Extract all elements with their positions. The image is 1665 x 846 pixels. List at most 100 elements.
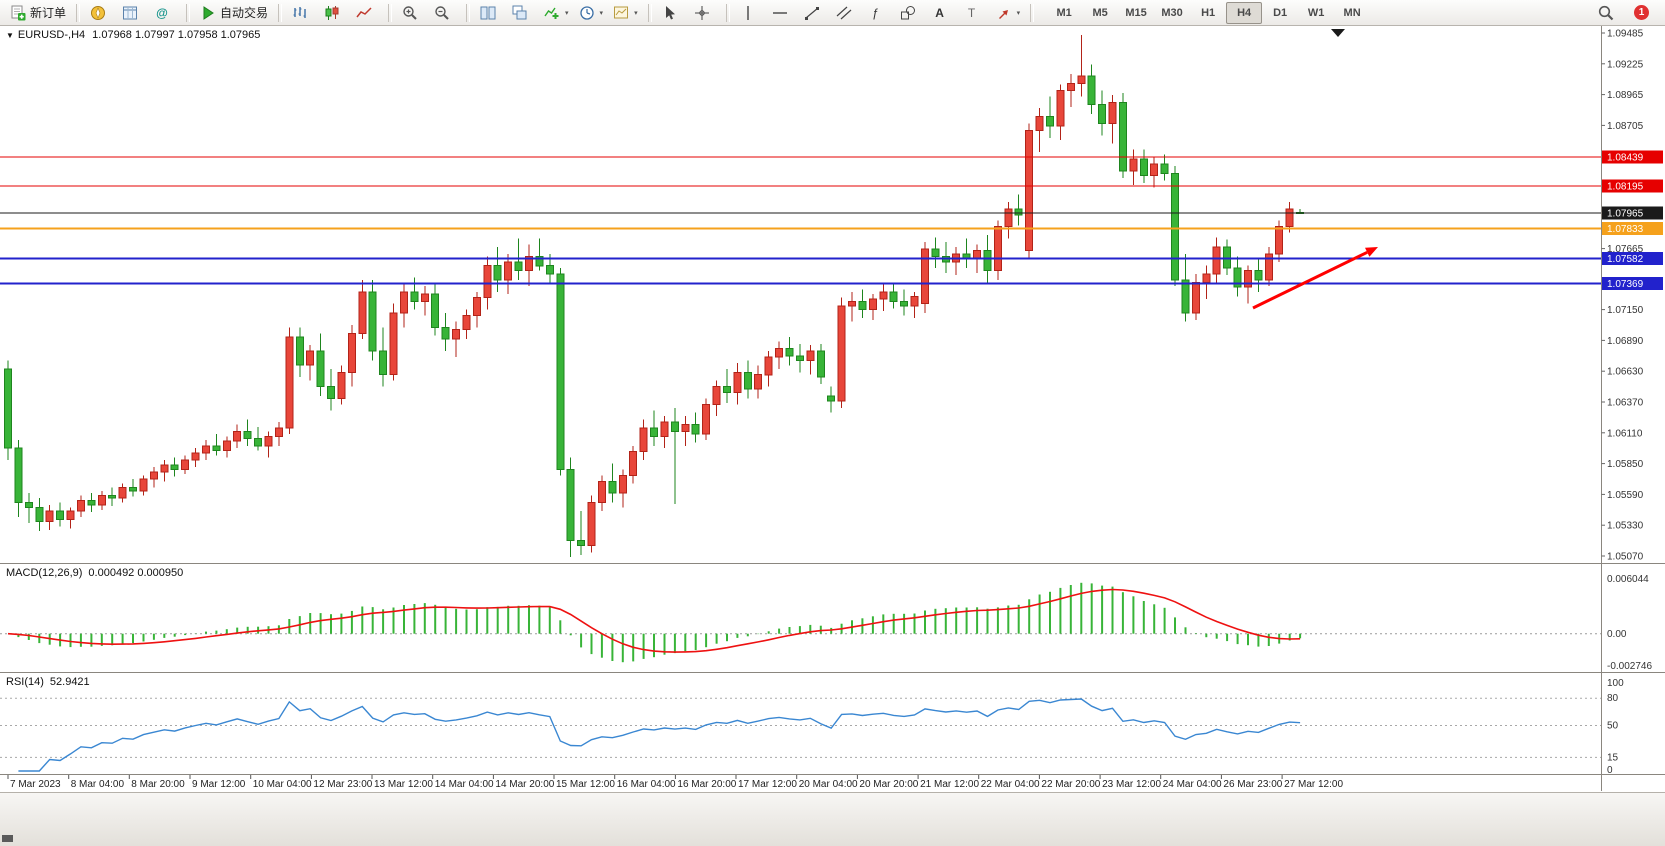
price-tick-label: 1.08965 bbox=[1607, 90, 1644, 101]
candle bbox=[389, 303, 398, 381]
periods-button[interactable]: ▾ bbox=[575, 2, 608, 24]
cascade-windows-button[interactable] bbox=[508, 2, 538, 24]
candle bbox=[670, 407, 679, 504]
candle bbox=[379, 327, 388, 387]
time-tick-label: 23 Mar 12:00 bbox=[1102, 779, 1161, 790]
magnifier-icon bbox=[1598, 5, 1614, 21]
indicators-button[interactable]: ▾ bbox=[540, 2, 573, 24]
price-tick-label: 1.06370 bbox=[1607, 398, 1644, 409]
candle bbox=[400, 282, 408, 328]
candle bbox=[785, 336, 794, 366]
candle bbox=[493, 246, 502, 292]
candle-chart-button[interactable] bbox=[320, 2, 350, 24]
candle bbox=[1150, 156, 1159, 188]
candle bbox=[848, 291, 856, 322]
candle bbox=[233, 424, 242, 449]
fibonacci-button[interactable]: ƒ bbox=[864, 2, 894, 24]
mql-community-button[interactable]: @ bbox=[150, 2, 180, 24]
timeframe-button-w1[interactable]: W1 bbox=[1307, 6, 1325, 19]
text-button[interactable]: A bbox=[928, 2, 958, 24]
chart-shift-marker[interactable] bbox=[1331, 29, 1345, 37]
candle bbox=[910, 291, 919, 318]
candle bbox=[952, 246, 961, 276]
dropdown-caret-icon: ▾ bbox=[599, 9, 604, 17]
text-label-button[interactable]: T bbox=[960, 2, 990, 24]
vertical-line-button[interactable] bbox=[736, 2, 766, 24]
timeframe-button-m30[interactable]: M30 bbox=[1161, 6, 1183, 19]
candle bbox=[1160, 154, 1169, 181]
timeframe-button-d1[interactable]: D1 bbox=[1273, 6, 1288, 19]
candle bbox=[775, 341, 784, 369]
price-badge: 1.07369 bbox=[1602, 277, 1663, 291]
cursor-button[interactable] bbox=[658, 2, 688, 24]
candle bbox=[160, 460, 169, 482]
geometric-shapes-button[interactable] bbox=[896, 2, 926, 24]
metaeditor-button[interactable] bbox=[86, 2, 116, 24]
candle bbox=[327, 368, 335, 411]
rsi-axis-label: 80 bbox=[1607, 693, 1619, 704]
equidistant-channel-button[interactable] bbox=[832, 2, 862, 24]
timeframe-button-m5[interactable]: M5 bbox=[1092, 6, 1108, 19]
timeframe-button-h4[interactable]: H4 bbox=[1226, 1, 1263, 24]
candle bbox=[295, 327, 304, 378]
timeframe-button-h1[interactable]: H1 bbox=[1201, 6, 1216, 19]
candle bbox=[431, 282, 440, 336]
trendline-button[interactable] bbox=[800, 2, 830, 24]
zoom-out-icon bbox=[434, 5, 450, 21]
candle bbox=[66, 507, 75, 529]
search-button[interactable] bbox=[1594, 2, 1624, 24]
price-axis[interactable]: 1.09485 1.09225 1.08965 1.08705 1.07665 1.071… bbox=[1601, 29, 1664, 563]
candle bbox=[597, 475, 606, 511]
time-tick-label: 17 Mar 12:00 bbox=[738, 779, 797, 790]
tile-windows-button[interactable] bbox=[476, 2, 506, 24]
price-tick-label: 1.05590 bbox=[1607, 490, 1644, 501]
time-axis[interactable]: 7 Mar 2023 8 Mar 04:00 8 Mar 20:00 9 Mar 12… bbox=[7, 775, 1343, 790]
timeframe-button-mn[interactable]: MN bbox=[1343, 6, 1361, 19]
label-tool-icon: T bbox=[967, 5, 976, 20]
bar-chart-button[interactable] bbox=[288, 2, 318, 24]
candle bbox=[1118, 92, 1127, 179]
candle bbox=[712, 380, 721, 417]
candle bbox=[1212, 237, 1221, 283]
time-tick-label: 22 Mar 04:00 bbox=[981, 779, 1040, 790]
candle bbox=[1254, 258, 1263, 292]
arrows-button[interactable]: ▾ bbox=[992, 2, 1025, 24]
timeframe-button-m15[interactable]: M15 bbox=[1125, 6, 1147, 19]
zoom-in-button[interactable] bbox=[398, 2, 428, 24]
candle bbox=[452, 321, 461, 357]
chart-canvas[interactable]: 1.09485 1.09225 1.08965 1.08705 1.07665 1.071… bbox=[0, 0, 1665, 792]
templates-button[interactable]: ▾ bbox=[609, 2, 642, 24]
candle bbox=[212, 434, 221, 456]
candle bbox=[264, 431, 273, 458]
candle bbox=[618, 469, 627, 508]
horizontal-line-objects[interactable] bbox=[0, 156, 1601, 285]
line-chart-button[interactable] bbox=[352, 2, 382, 24]
notification-badge[interactable]: 1 bbox=[1634, 5, 1649, 20]
market-watch-button[interactable] bbox=[118, 2, 148, 24]
svg-text:1.07582: 1.07582 bbox=[1607, 254, 1644, 265]
candle bbox=[35, 497, 44, 532]
symbol-collapse-icon[interactable]: ▼ bbox=[6, 31, 14, 40]
time-tick-label: 7 Mar 2023 bbox=[10, 779, 61, 790]
horizontal-line-button[interactable] bbox=[768, 2, 798, 24]
candle bbox=[504, 253, 513, 295]
timeframe-button-m1[interactable]: M1 bbox=[1056, 6, 1072, 19]
zoom-out-button[interactable] bbox=[430, 2, 460, 24]
auto-trading-button[interactable]: 自动交易 bbox=[196, 2, 272, 24]
candle bbox=[1087, 64, 1096, 115]
time-tick-label: 9 Mar 12:00 bbox=[192, 779, 246, 790]
candle bbox=[702, 398, 711, 440]
rsi-indicator: 100 80 50 15 0 bbox=[0, 678, 1624, 776]
candle bbox=[129, 479, 137, 497]
crosshair-button[interactable] bbox=[690, 2, 720, 24]
tile-icon bbox=[480, 5, 496, 21]
trend-arrow-annotation[interactable] bbox=[1252, 247, 1378, 310]
time-tick-label: 20 Mar 20:00 bbox=[859, 779, 918, 790]
price-badge: 1.07965 bbox=[1602, 206, 1663, 220]
time-tick-label: 10 Mar 04:00 bbox=[253, 779, 312, 790]
macd-indicator: 0.006044 0.00 -0.002746 bbox=[0, 574, 1652, 672]
candle bbox=[691, 412, 700, 443]
candle bbox=[1264, 246, 1273, 286]
price-tick-label: 1.05330 bbox=[1607, 521, 1644, 532]
new-order-button[interactable]: 新订单 bbox=[6, 2, 70, 24]
